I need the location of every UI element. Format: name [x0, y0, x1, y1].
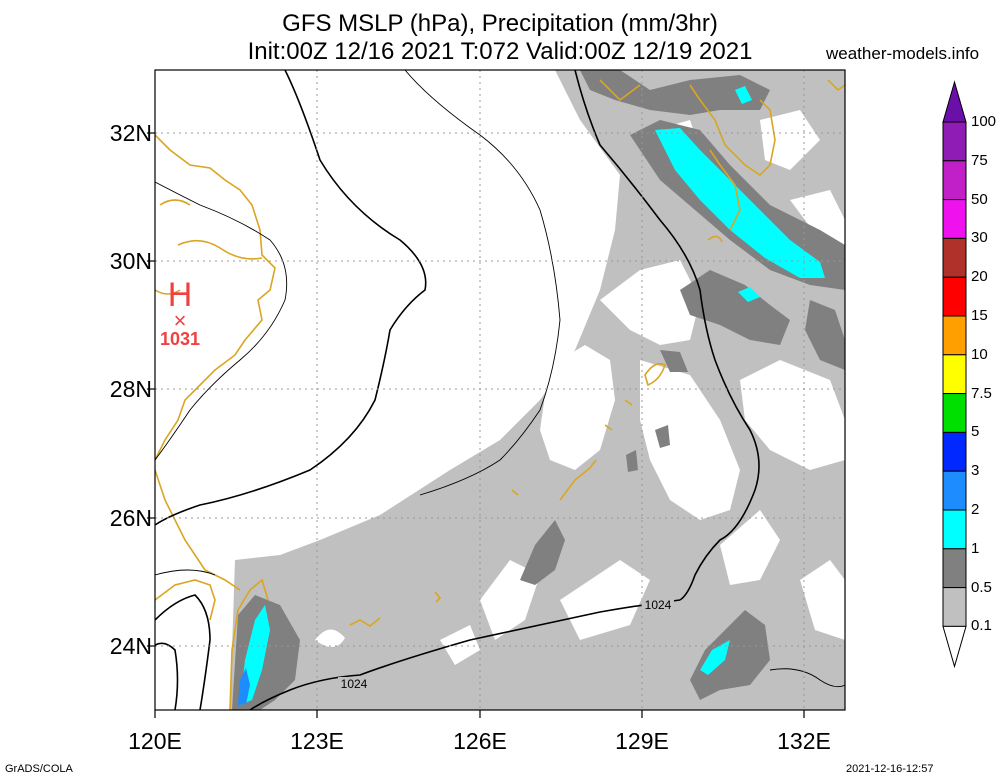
lon-label-129e: 129E [615, 728, 669, 754]
isobars-thick [155, 70, 760, 710]
map-frame [154, 69, 846, 711]
map-area [155, 70, 845, 710]
colorbar-label: 10 [971, 345, 988, 363]
isobar-label: 1024 [645, 598, 672, 612]
map-title-line-1: GFS MSLP (hPa), Precipitation (mm/3hr) [282, 10, 718, 37]
axis-ticks [147, 132, 805, 718]
precip-colorbar [942, 80, 967, 669]
lat-label-32n: 32N [109, 120, 152, 146]
isobar-labels: 1024 1024 [338, 598, 674, 691]
colorbar-label: 7.5 [971, 384, 992, 402]
high-pressure-value: 1031 [160, 329, 200, 349]
colorbar-segment [942, 470, 967, 511]
grid-lines [155, 70, 845, 710]
colorbar-label: 0.5 [971, 578, 992, 596]
lat-label-30n: 30N [109, 248, 152, 274]
colorbar-segment [942, 276, 967, 317]
colorbar-label: 0.1 [971, 617, 992, 635]
precip-gaps [315, 110, 845, 665]
high-center-mark: × [174, 308, 187, 333]
colorbar-segment [942, 315, 967, 356]
colorbar-label: 5 [971, 423, 980, 441]
lon-label-120e: 120E [128, 728, 182, 754]
colorbar-segment [942, 393, 967, 433]
colorbar-label: 100 [971, 113, 997, 130]
lat-label-28n: 28N [109, 376, 152, 402]
colorbar-label: 15 [971, 307, 988, 324]
colorbar-segment [942, 431, 967, 472]
high-symbol: H [168, 276, 193, 314]
lon-label-132e: 132E [777, 728, 831, 754]
colorbar-segment [942, 237, 967, 278]
lat-label-26n: 26N [109, 505, 152, 531]
precip-light [230, 70, 845, 710]
precip-blue [238, 668, 250, 705]
colorbar-label: 1 [971, 539, 980, 557]
colorbar-label: 75 [971, 151, 988, 169]
isobar-label: 1024 [341, 677, 368, 691]
colorbar-label: 3 [971, 462, 980, 480]
coastlines [155, 79, 845, 710]
map-title-line-2: Init:00Z 12/16 2021 T:072 Valid:00Z 12/1… [247, 38, 753, 65]
colorbar-segment [942, 199, 967, 239]
lat-label-24n: 24N [109, 633, 152, 659]
colorbar-segment [942, 354, 967, 395]
high-pressure-marker: H × 1031 [160, 276, 200, 349]
colorbar-segment [942, 548, 967, 589]
lon-label-123e: 123E [290, 728, 344, 754]
isobars-thin [155, 70, 845, 688]
colorbar-label: 20 [971, 268, 988, 286]
colorbar-segment [942, 121, 967, 162]
colorbar-label: 50 [971, 190, 988, 208]
footer-software-credit: GrADS/COLA [5, 763, 73, 775]
colorbar-top-triangle [942, 80, 967, 123]
footer-timestamp: 2021-12-16-12:57 [846, 763, 934, 775]
colorbar-segment [942, 587, 967, 627]
lon-label-126e: 126E [453, 728, 507, 754]
site-credit: weather-models.info [826, 44, 980, 63]
colorbar-label: 2 [971, 501, 980, 518]
colorbar-segment [942, 160, 967, 201]
colorbar-segment [942, 509, 967, 550]
colorbar-bottom-triangle [942, 625, 967, 669]
colorbar-label: 30 [971, 229, 988, 247]
